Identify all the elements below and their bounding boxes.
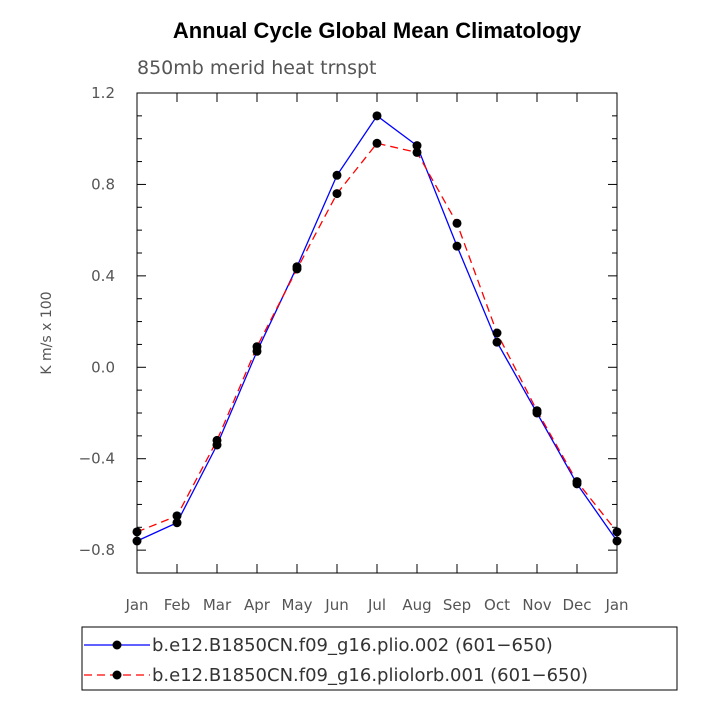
data-point-series-2: [372, 138, 382, 148]
data-point-series-2: [532, 406, 542, 416]
data-point-series-1: [492, 337, 502, 347]
legend-marker-2: [112, 670, 122, 680]
chart-title: Annual Cycle Global Mean Climatology: [173, 18, 582, 43]
x-tick-labels: Jan Feb Mar Apr May Jun Jul Aug Sep Oct Nov Dec Jan: [124, 596, 628, 614]
x-tick-label: Oct: [484, 596, 510, 614]
axis-ticks: [136, 92, 618, 574]
data-point-series-2: [172, 511, 182, 521]
x-tick-label: Jan: [604, 596, 628, 614]
data-point-series-2: [332, 189, 342, 199]
data-point-series-2: [492, 328, 502, 338]
x-tick-label: Feb: [164, 596, 191, 614]
data-point-series-2: [572, 477, 582, 487]
data-point-series-2: [452, 218, 462, 228]
data-point-series-2: [292, 264, 302, 274]
y-tick-label: −0.8: [79, 541, 115, 559]
series-line-2: [136, 142, 618, 533]
x-tick-label: Mar: [203, 596, 232, 614]
data-point-series-1: [332, 170, 342, 180]
data-point-series-1: [372, 111, 382, 121]
y-tick-labels: −0.8 −0.4 0.0 0.4 0.8 1.2: [79, 84, 115, 559]
x-tick-label: Jun: [324, 596, 348, 614]
y-axis-label: K m/s x 100: [39, 291, 55, 374]
x-tick-label: May: [281, 596, 312, 614]
data-point-series-1: [452, 241, 462, 251]
data-point-series-2: [412, 147, 422, 157]
legend-label-1: b.e12.B1850CN.f09_g16.plio.002 (601−650): [152, 635, 553, 656]
series-layer: [132, 111, 622, 546]
data-point-series-2: [212, 435, 222, 445]
y-tick-label: −0.4: [79, 450, 115, 468]
x-tick-label: Sep: [443, 596, 471, 614]
legend-box: [81, 626, 678, 691]
x-tick-label: Apr: [244, 596, 271, 614]
data-point-series-1: [412, 141, 422, 151]
data-point-series-1: [172, 518, 182, 528]
x-tick-label: Nov: [522, 596, 551, 614]
plot-frame: [136, 92, 618, 574]
y-tick-label: 0.8: [91, 175, 115, 193]
legend-items: b.e12.B1850CN.f09_g16.plio.002 (601−650)…: [84, 635, 588, 686]
series-line-1: [136, 114, 618, 542]
x-tick-label: Jan: [124, 596, 148, 614]
y-tick-label: 0.0: [91, 358, 115, 376]
data-point-series-2: [252, 342, 262, 352]
legend: b.e12.B1850CN.f09_g16.plio.002 (601−650)…: [81, 626, 678, 691]
y-tick-label: 0.4: [91, 267, 115, 285]
chart-subtitle: 850mb merid heat trnspt: [137, 57, 377, 79]
x-tick-label: Aug: [402, 596, 431, 614]
x-tick-label: Dec: [562, 596, 591, 614]
legend-marker-1: [112, 640, 122, 650]
x-tick-label: Jul: [367, 596, 386, 614]
y-tick-label: 1.2: [91, 84, 115, 102]
legend-label-2: b.e12.B1850CN.f09_g16.pliolorb.001 (601−…: [152, 665, 588, 686]
